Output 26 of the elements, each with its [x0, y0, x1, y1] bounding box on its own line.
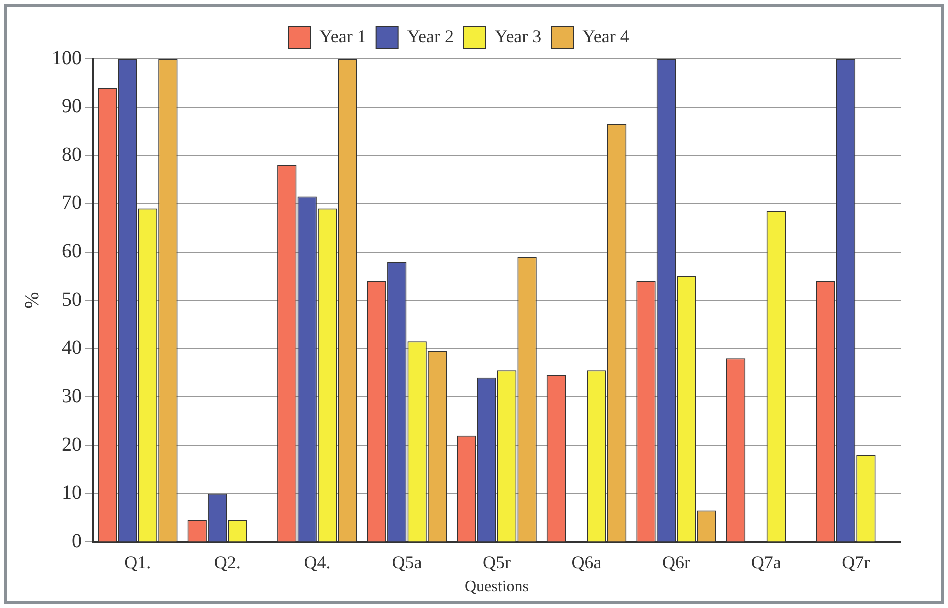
y-tick-label: 100 [52, 47, 82, 70]
x-tick-label: Q7r [842, 552, 870, 573]
x-tick-label: Q5a [392, 552, 422, 573]
x-tick-label: Q1. [124, 552, 152, 573]
x-tick-label: Q5r [483, 552, 511, 573]
x-axis-title: Questions [465, 578, 529, 596]
y-tick-label: 0 [72, 530, 82, 552]
y-tick-label: 50 [62, 288, 82, 311]
y-tick-label: 90 [62, 96, 82, 118]
x-tick-label: Q7a [751, 552, 782, 573]
legend-label: Year 4 [582, 26, 630, 47]
y-tick-label: 70 [62, 192, 82, 214]
legend-label: Year 1 [320, 26, 366, 47]
y-tick-label: 60 [62, 240, 82, 263]
y-tick-label: 40 [62, 337, 82, 360]
x-tick-label: Q2. [214, 552, 241, 573]
y-axis-title: % [21, 292, 44, 309]
y-tick-label: 20 [62, 434, 82, 456]
legend-label: Year 2 [407, 26, 454, 47]
x-tick-label: Q4. [304, 552, 331, 573]
x-tick-label: Q6a [572, 552, 602, 573]
y-tick-label: 80 [62, 144, 82, 166]
y-tick-label: 30 [62, 385, 82, 408]
legend-label: Year 3 [495, 26, 542, 47]
x-tick-label: Q6r [662, 552, 691, 573]
y-tick-label: 10 [62, 482, 82, 504]
